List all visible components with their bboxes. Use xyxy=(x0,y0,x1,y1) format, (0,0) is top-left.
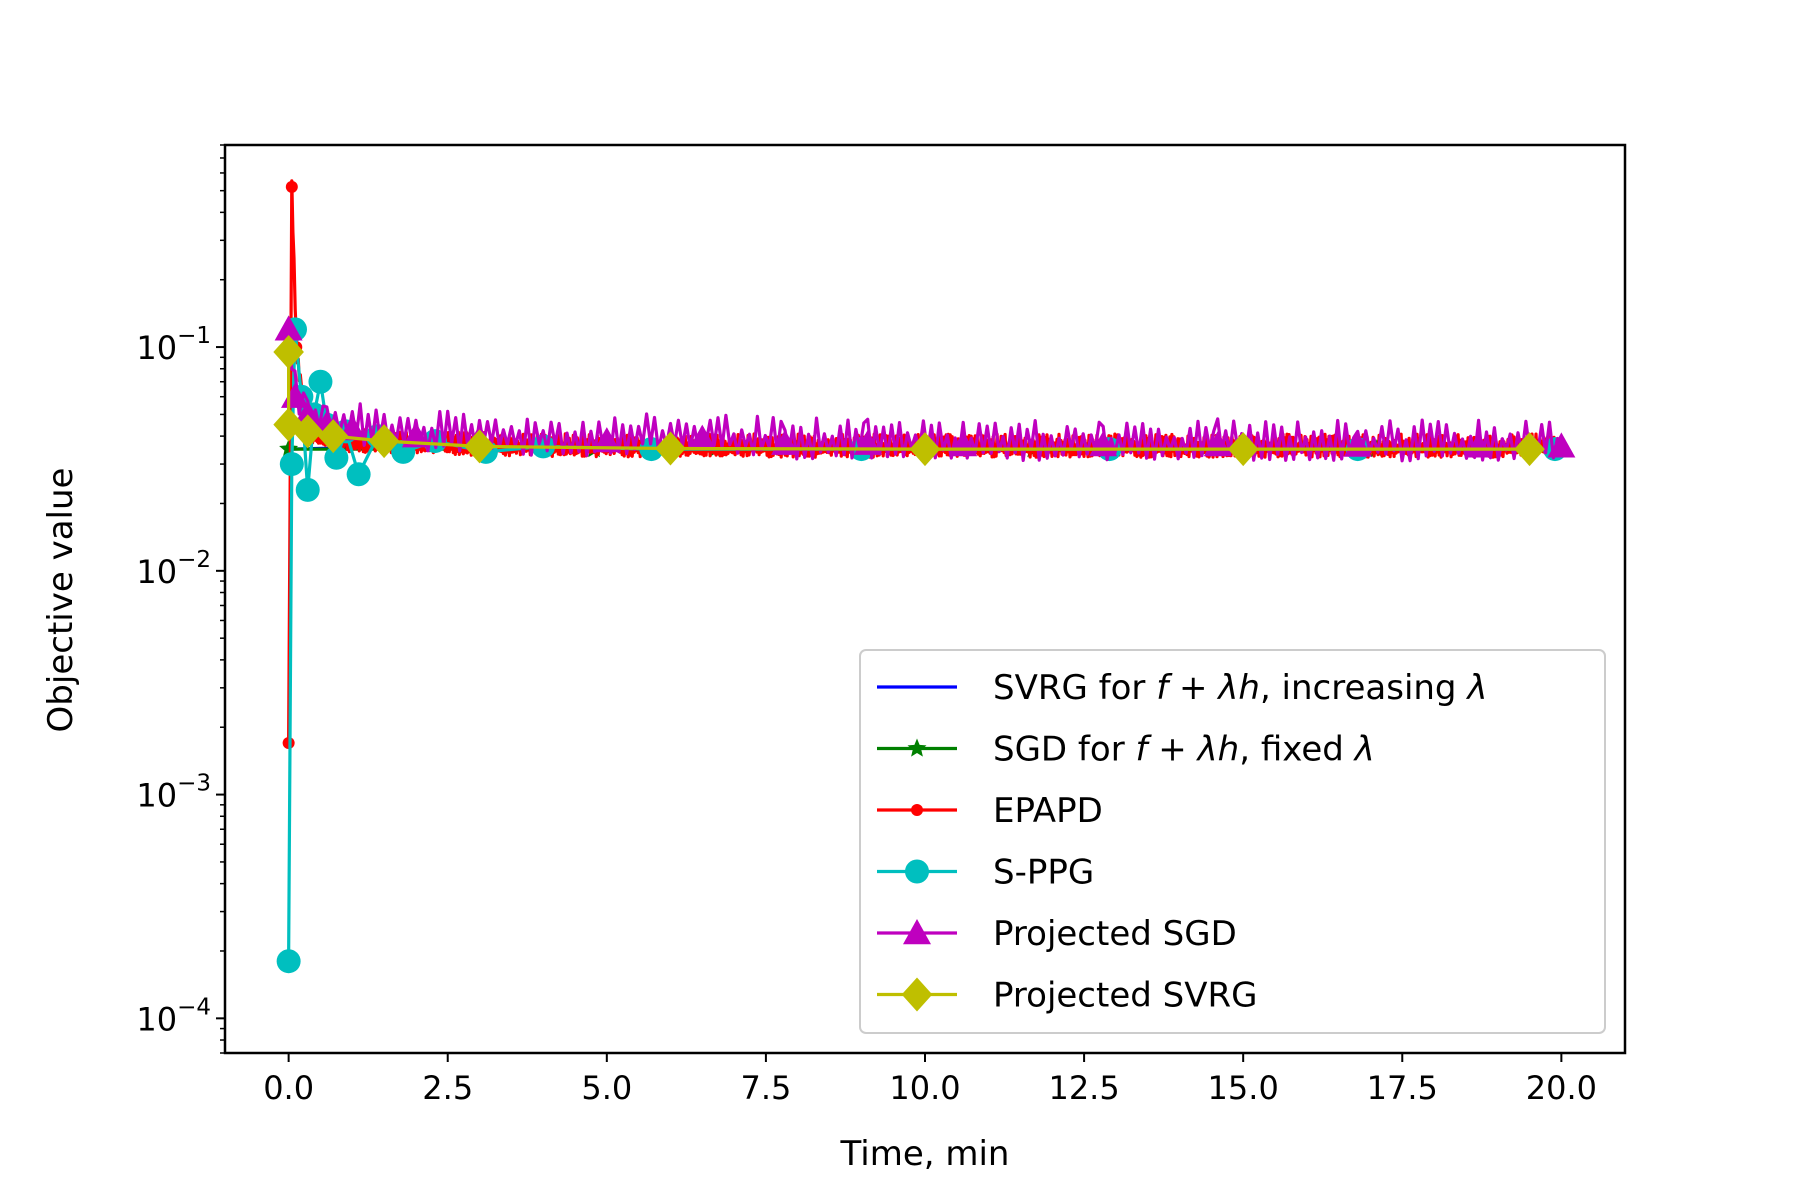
y-tick-exponent: −1 xyxy=(177,323,211,349)
legend-item: S-PPG xyxy=(877,853,1094,893)
marker-circle xyxy=(324,445,349,470)
marker-diamond xyxy=(901,977,933,1012)
marker-diamond xyxy=(464,429,495,464)
marker-circle xyxy=(308,369,333,394)
marker-diamond xyxy=(273,335,304,370)
legend-label-prefix: S-PPG xyxy=(993,853,1094,893)
marker-circle xyxy=(295,477,320,502)
legend-label: SGD for f + λh, fixed λ xyxy=(993,730,1375,770)
legend-label-prefix: EPAPD xyxy=(993,791,1103,831)
marker-diamond xyxy=(655,431,686,466)
y-tick-label: 10−3 xyxy=(136,771,211,815)
marker-circle xyxy=(346,462,371,487)
marker-triangle xyxy=(1464,432,1493,458)
legend-label-math: f + λh xyxy=(1135,730,1239,770)
legend-item: SVRG for f + λh, increasing λ xyxy=(877,668,1487,708)
marker-diamond xyxy=(1227,432,1259,467)
marker-dot xyxy=(911,804,923,816)
x-axis-title: Time, min xyxy=(840,1134,1010,1174)
legend-item: Projected SVRG xyxy=(877,976,1257,1016)
y-tick-mantissa: 10 xyxy=(136,1000,177,1038)
legend-item: EPAPD xyxy=(877,791,1103,831)
x-tick-label: 15.0 xyxy=(1208,1069,1279,1107)
legend-label-math2: λ xyxy=(1465,668,1487,708)
y-axis-title: Objective value xyxy=(41,468,81,733)
x-axis: 0.0 2.5 5.0 7.5 10.0 12.5 15.0 17.5 20.0 xyxy=(263,1053,1597,1107)
marker-circle xyxy=(905,859,929,884)
y-tick-label: 10−4 xyxy=(136,994,211,1038)
marker-circle xyxy=(279,452,304,477)
legend-item: SGD for f + λh, fixed λ xyxy=(877,730,1375,770)
legend-label-suffix: , increasing xyxy=(1260,668,1467,708)
legend-label-math2: λ xyxy=(1353,730,1375,770)
y-tick-mantissa: 10 xyxy=(136,329,177,367)
x-tick-label: 7.5 xyxy=(740,1069,791,1107)
x-tick-label: 10.0 xyxy=(889,1069,960,1107)
marker-triangle xyxy=(688,424,717,450)
y-tick-label: 10−1 xyxy=(136,323,211,367)
marker-diamond xyxy=(273,407,304,442)
series-line xyxy=(287,329,1563,463)
marker-triangle xyxy=(293,400,322,426)
y-tick-exponent: −2 xyxy=(177,547,211,573)
marker-diamond xyxy=(1514,432,1545,467)
legend-label: Projected SGD xyxy=(993,914,1237,954)
legend-label: Projected SVRG xyxy=(993,976,1257,1016)
series-layer xyxy=(273,179,1576,974)
marker-star xyxy=(907,738,927,757)
legend-label-prefix: SVRG for xyxy=(993,668,1156,708)
marker-circle xyxy=(276,949,301,974)
y-axis: 10−410−310−210−1 xyxy=(136,144,225,1054)
marker-triangle xyxy=(903,919,931,945)
x-tick-label: 5.0 xyxy=(581,1069,632,1107)
legend-label: S-PPG xyxy=(993,853,1094,893)
marker-triangle xyxy=(1547,432,1576,458)
legend-box xyxy=(859,649,1606,1034)
legend-label-suffix: , fixed xyxy=(1239,730,1354,770)
marker-dot xyxy=(285,180,298,193)
y-tick-mantissa: 10 xyxy=(136,777,177,815)
legend-label: SVRG for f + λh, increasing λ xyxy=(993,668,1487,708)
y-tick-exponent: −3 xyxy=(177,771,211,797)
legend-label-prefix: SGD for xyxy=(993,730,1135,770)
series-diamond xyxy=(273,335,1545,467)
legend-label-math: f + λh xyxy=(1156,668,1260,708)
marker-triangle xyxy=(592,427,621,453)
x-tick-label: 17.5 xyxy=(1367,1069,1438,1107)
legend-label-prefix: Projected SVRG xyxy=(993,976,1257,1016)
y-tick-label: 10−2 xyxy=(136,547,211,591)
marker-diamond xyxy=(292,414,324,449)
x-tick-label: 12.5 xyxy=(1048,1069,1119,1107)
y-tick-mantissa: 10 xyxy=(136,553,177,591)
legend-label-prefix: Projected SGD xyxy=(993,914,1237,954)
marker-triangle xyxy=(274,315,303,341)
legend-item: Projected SGD xyxy=(877,914,1237,954)
marker-diamond xyxy=(317,419,349,454)
x-tick-label: 20.0 xyxy=(1526,1069,1597,1107)
x-tick-label: 2.5 xyxy=(422,1069,473,1107)
marker-diamond xyxy=(368,424,400,459)
marker-diamond xyxy=(909,432,941,467)
legend-label: EPAPD xyxy=(993,791,1103,831)
x-tick-label: 0.0 xyxy=(263,1069,314,1107)
y-tick-exponent: −4 xyxy=(177,994,211,1020)
